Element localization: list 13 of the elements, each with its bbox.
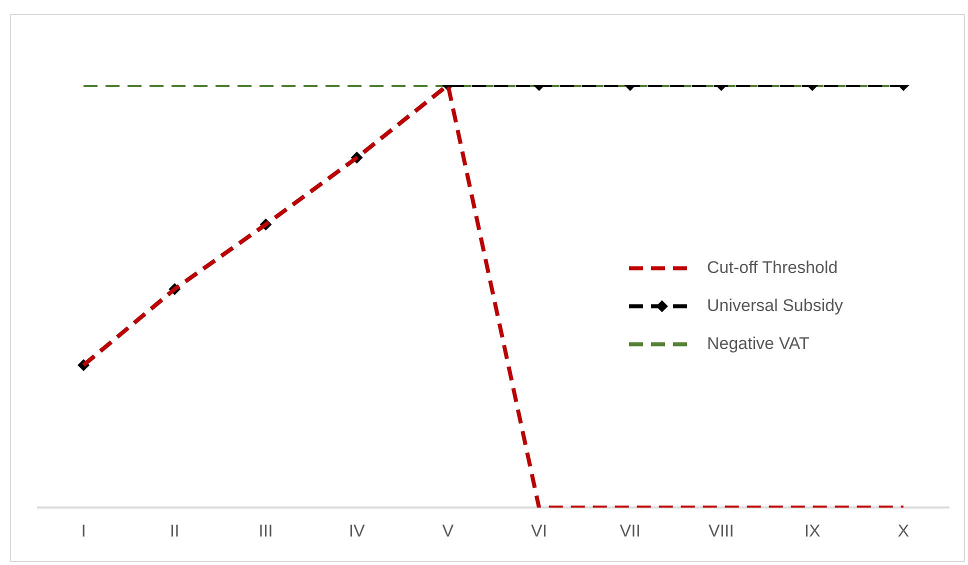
x-tick-label: VII [620,521,641,540]
legend-label: Negative VAT [707,334,810,353]
x-tick-label: III [258,521,273,540]
x-tick-label: V [442,521,454,540]
x-tick-label: I [81,521,86,540]
legend-label: Universal Subsidy [707,296,844,315]
x-tick-label: VI [531,521,548,540]
legend-label: Cut-off Threshold [707,258,838,277]
x-tick-label: IX [804,521,820,540]
x-tick-label: X [898,521,910,540]
x-tick-label: II [170,521,180,540]
x-tick-label: IV [348,521,366,540]
x-tick-label: VIII [708,521,734,540]
